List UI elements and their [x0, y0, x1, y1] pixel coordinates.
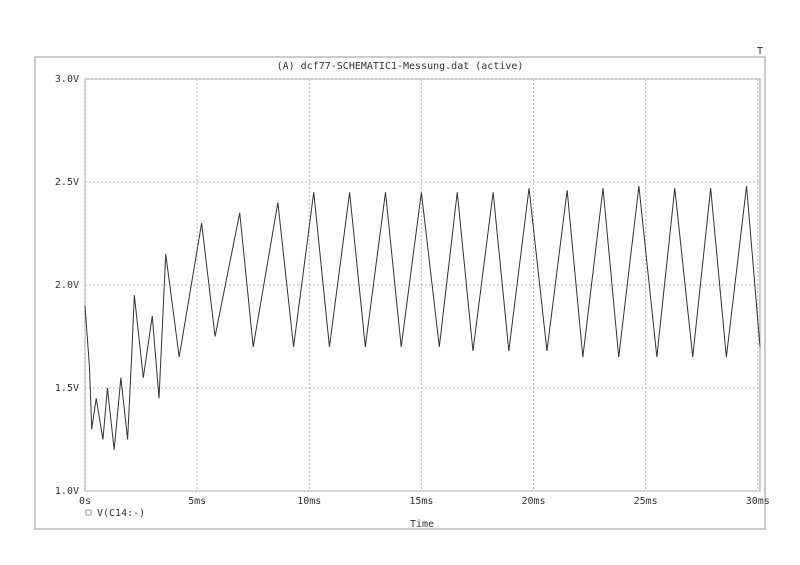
y-tick-label: 2.5V [55, 177, 79, 188]
line [84, 186, 761, 450]
y-tick-label: 3.0V [55, 74, 79, 85]
x-tick-label: 0s [79, 496, 91, 507]
legend-label: V(C14:-) [97, 508, 145, 519]
frame [34, 56, 766, 530]
y-tick-label: 1.0V [55, 486, 79, 497]
x-tick-label: 25ms [634, 496, 658, 507]
x-tick-label: 20ms [521, 496, 545, 507]
corner-label: T [757, 46, 763, 57]
legend-swatch [85, 509, 92, 516]
x-tick-label: 15ms [409, 496, 433, 507]
y-tick-label: 1.5V [55, 383, 79, 394]
x-tick-label: 10ms [297, 496, 321, 507]
y-tick-label: 2.0V [55, 280, 79, 291]
x-tick-label: 30ms [746, 496, 770, 507]
chart-title: (A) dcf77-SCHEMATIC1-Messung.dat (active… [277, 61, 524, 72]
x-tick-label: 5ms [188, 496, 206, 507]
x-axis-label: Time [410, 519, 434, 530]
